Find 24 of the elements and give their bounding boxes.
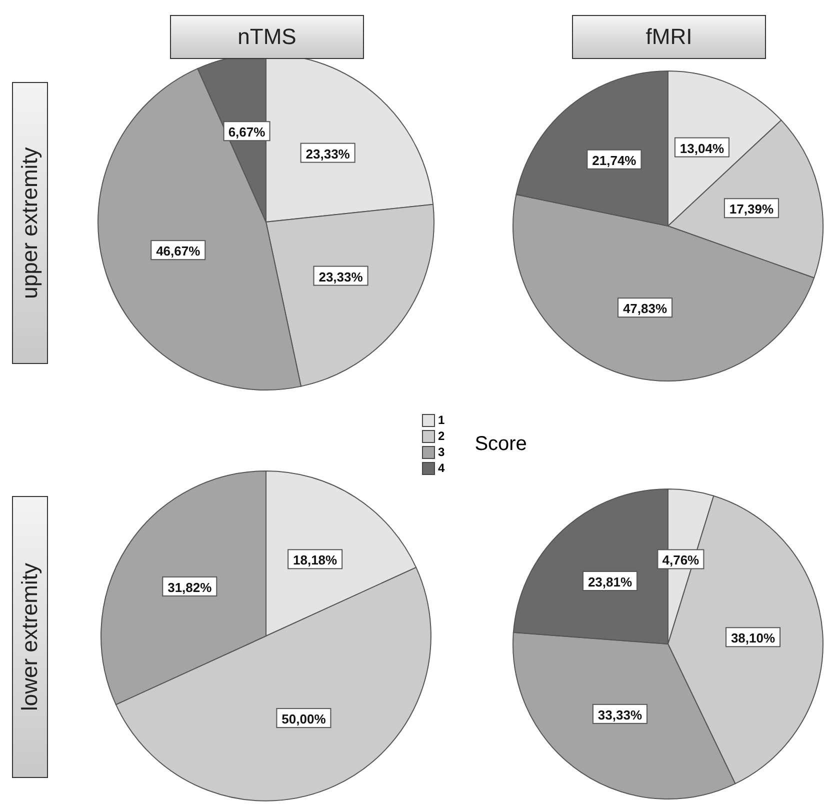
legend-title: Score xyxy=(474,432,527,456)
legend-label: 2 xyxy=(438,429,445,443)
chart-title: fMRI xyxy=(572,15,766,59)
data-label: 4,76% xyxy=(662,552,700,568)
data-label: 38,10% xyxy=(730,630,776,646)
data-label: 21,74% xyxy=(592,152,637,168)
data-label: 13,04% xyxy=(680,140,724,156)
data-label: 50,00% xyxy=(282,712,326,727)
data-label: 17,39% xyxy=(729,202,774,217)
data-label: 46,67% xyxy=(156,244,201,259)
data-label: 23,81% xyxy=(588,574,632,590)
data-label: 23,33% xyxy=(318,269,364,284)
data-label: 6,67% xyxy=(228,124,266,140)
legend-label: 3 xyxy=(438,445,445,459)
data-label: 33,33% xyxy=(598,707,642,722)
data-label: 18,18% xyxy=(293,552,338,568)
data-label: 23,33% xyxy=(306,146,350,162)
chart-title: nTMS xyxy=(170,15,364,59)
text: upper extremity xyxy=(17,147,43,299)
data-label: 47,83% xyxy=(622,301,668,316)
legend-label: 1 xyxy=(438,413,445,427)
data-label: 31,82% xyxy=(168,580,212,595)
text: lower extremity xyxy=(17,563,43,711)
legend-label: 4 xyxy=(438,461,445,475)
